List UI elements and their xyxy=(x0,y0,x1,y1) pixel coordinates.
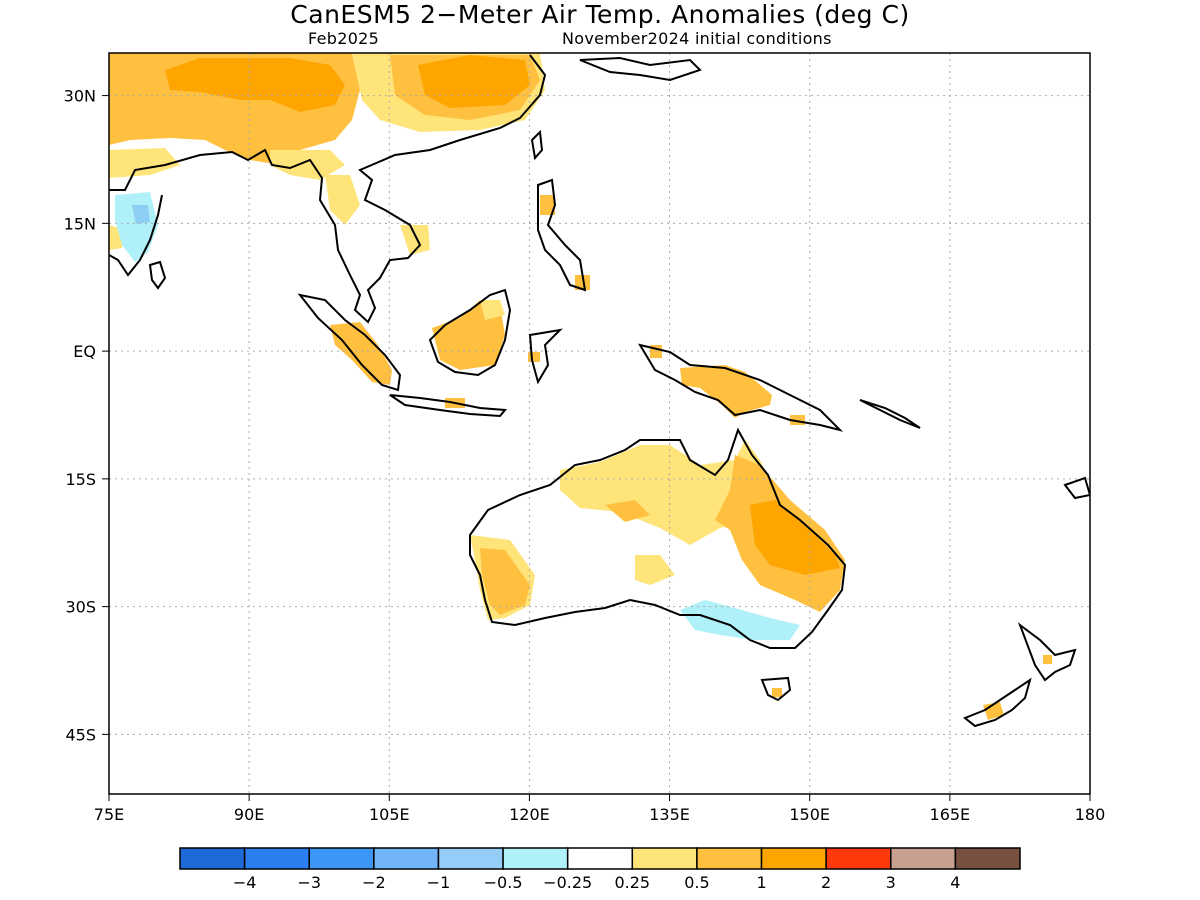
colorbar-label: 0.5 xyxy=(684,873,709,892)
coast-fiji xyxy=(1063,476,1090,500)
lon-tick-label: 165E xyxy=(930,805,971,824)
colorbar-label: −4 xyxy=(233,873,257,892)
colorbar-swatch xyxy=(760,847,827,870)
initial-conditions-label: November2024 initial conditions xyxy=(562,29,832,48)
coast-philippines xyxy=(537,178,587,292)
colorbar-swatch xyxy=(696,847,763,870)
anomaly-sumatra xyxy=(330,322,392,385)
colorbar-swatch xyxy=(179,847,246,870)
lat-tick-label: 30S xyxy=(65,598,96,617)
map-frame xyxy=(108,52,1091,795)
lon-tick-label: 135E xyxy=(649,805,690,824)
lat-tick-label: EQ xyxy=(73,342,96,361)
anomaly-borneo-b xyxy=(480,300,505,320)
colorbar-label: 2 xyxy=(821,873,831,892)
colorbar-swatch xyxy=(502,847,569,870)
lon-tick-label: 150E xyxy=(789,805,830,824)
anomaly-new-guinea xyxy=(680,365,772,418)
coastlines xyxy=(109,54,1090,728)
coast-nz-south xyxy=(963,677,1032,728)
anomaly-india-cooler xyxy=(132,205,150,224)
colorbar-label: −0.25 xyxy=(543,873,592,892)
colorbar-label: −0.5 xyxy=(484,873,523,892)
colorbar-swatch xyxy=(243,847,310,870)
coast-australia xyxy=(469,427,847,649)
anomaly-nz-north xyxy=(1043,655,1052,664)
colorbar-swatch xyxy=(954,847,1021,870)
coast-new-guinea xyxy=(637,343,844,432)
colorbar-swatch xyxy=(373,847,440,870)
anomaly-central-patch xyxy=(635,555,675,585)
anomaly-nz-south xyxy=(983,702,1004,720)
coast-borneo xyxy=(428,288,512,377)
colorbar-label: −3 xyxy=(297,873,321,892)
lon-tick-label: 75E xyxy=(94,805,124,824)
map-title: CanESM5 2−Meter Air Temp. Anomalies (deg… xyxy=(290,0,910,29)
coast-sulawesi xyxy=(528,328,563,385)
lat-tick-label: 45S xyxy=(65,725,96,744)
axis-labels: 30N 15N EQ 15S 30S 45S 75E 90E 105E 120E 135E 150E 1… xyxy=(64,87,1106,824)
anomaly-philippines-a xyxy=(540,195,555,215)
anomaly-central-australia xyxy=(605,500,650,522)
colorbar-swatch xyxy=(566,847,634,870)
colorbar: −4 −3 −2 −1 −0.5 −0.25 0.25 0.5 1 2 3 4 xyxy=(179,847,1021,892)
anomaly-queensland-core xyxy=(750,500,840,575)
anomaly-burma xyxy=(270,150,345,180)
colorbar-swatch xyxy=(631,847,698,870)
lon-tick-label: 90E xyxy=(234,805,264,824)
anomaly-philippines-b xyxy=(575,275,590,290)
anomaly-shading xyxy=(109,53,1052,720)
anomaly-south-australia-cool xyxy=(680,600,800,640)
anomaly-india-cool xyxy=(115,192,158,262)
colorbar-swatch xyxy=(437,847,504,870)
colorbar-label: 1 xyxy=(756,873,766,892)
colorbar-swatch xyxy=(890,847,957,870)
lat-tick-label: 15N xyxy=(64,214,96,233)
lon-tick-label: 120E xyxy=(509,805,550,824)
coast-solomons xyxy=(859,399,921,429)
coast-asia xyxy=(109,54,547,324)
coast-java xyxy=(389,394,508,418)
coast-sumatra xyxy=(297,293,402,392)
colorbar-swatch xyxy=(825,847,892,870)
coast-japan xyxy=(579,56,702,82)
coast-india xyxy=(109,194,163,277)
colorbar-label: −1 xyxy=(427,873,451,892)
coast-taiwan xyxy=(530,129,544,161)
lon-tick-label: 105E xyxy=(369,805,410,824)
anomaly-south-asia xyxy=(109,148,180,178)
coast-sri-lanka xyxy=(148,260,167,290)
anomaly-east-china-core xyxy=(418,55,530,108)
coast-nz-north xyxy=(1017,622,1077,682)
anomaly-tibet-core xyxy=(165,58,345,112)
lat-tick-label: 15S xyxy=(65,470,96,489)
colorbar-label: 4 xyxy=(950,873,960,892)
colorbar-label: 0.25 xyxy=(614,873,650,892)
anomaly-indochina-b xyxy=(400,225,430,255)
anomaly-indochina-a xyxy=(325,175,360,225)
lat-tick-label: 30N xyxy=(64,87,96,106)
colorbar-swatch xyxy=(308,847,375,870)
colorbar-label: −2 xyxy=(362,873,386,892)
coast-tasmania xyxy=(760,676,792,702)
lon-tick-label: 180 xyxy=(1075,805,1106,824)
forecast-month: Feb2025 xyxy=(308,29,380,48)
colorbar-label: 3 xyxy=(886,873,896,892)
anomaly-tasmania xyxy=(772,688,782,697)
gridlines xyxy=(109,53,1090,794)
anomaly-west-australia xyxy=(480,548,530,615)
